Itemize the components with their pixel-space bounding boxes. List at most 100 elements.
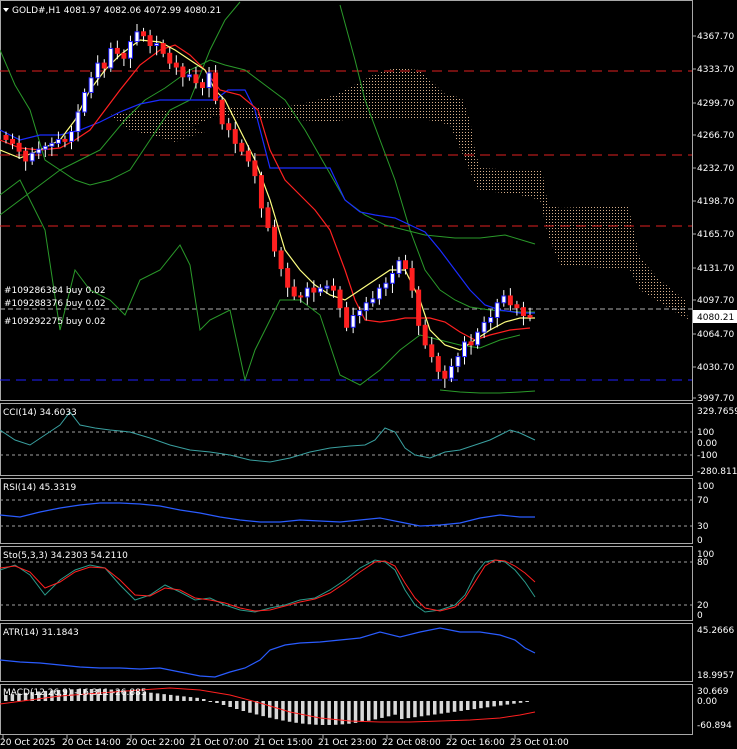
candle-body[interactable] xyxy=(291,286,297,297)
rsi-tick-30: 30 xyxy=(697,522,709,532)
candle-body[interactable] xyxy=(213,72,219,101)
candle-body[interactable] xyxy=(324,285,330,289)
candle-body[interactable] xyxy=(186,74,192,78)
candle-body[interactable] xyxy=(357,310,363,317)
candle-body[interactable] xyxy=(520,307,526,317)
macd-bar xyxy=(307,701,312,725)
candle-body[interactable] xyxy=(88,77,94,93)
candle-body[interactable] xyxy=(3,135,9,140)
candle-body[interactable] xyxy=(527,315,533,318)
candle-body[interactable] xyxy=(363,302,369,312)
candle-body[interactable] xyxy=(317,287,323,293)
candle-body[interactable] xyxy=(101,62,107,69)
candle-body[interactable] xyxy=(226,123,232,131)
candle-body[interactable] xyxy=(258,175,264,209)
macd-bar xyxy=(221,701,226,705)
candle-body[interactable] xyxy=(435,356,441,372)
candle-body[interactable] xyxy=(396,260,402,274)
candle-body[interactable] xyxy=(10,138,16,144)
macd-bar xyxy=(406,701,411,719)
candle-body[interactable] xyxy=(481,321,487,333)
candle-body[interactable] xyxy=(304,287,310,298)
candle-body[interactable] xyxy=(29,152,35,162)
candle-body[interactable] xyxy=(298,295,304,298)
cci-pane[interactable]: CCI(14) 34.6033 329.7659 100 0.00 -100 -… xyxy=(0,407,737,477)
macd-pane[interactable]: MACD(12,26,9) -16.311 -26.885 30.669 0.0… xyxy=(0,687,732,731)
candle-body[interactable] xyxy=(311,287,317,293)
candle-body[interactable] xyxy=(180,66,186,78)
candle-body[interactable] xyxy=(370,298,376,304)
candle-body[interactable] xyxy=(376,287,382,300)
candle-body[interactable] xyxy=(232,129,238,144)
macd-bar xyxy=(23,692,28,701)
candle-body[interactable] xyxy=(42,145,48,150)
candle-body[interactable] xyxy=(252,160,258,177)
candle-body[interactable] xyxy=(383,282,389,289)
symbol-menu-icon[interactable] xyxy=(3,8,9,12)
candle-body[interactable] xyxy=(403,260,409,270)
candle-body[interactable] xyxy=(429,344,435,358)
candle-body[interactable] xyxy=(488,316,494,323)
candle-body[interactable] xyxy=(507,295,513,306)
candle-body[interactable] xyxy=(350,315,356,328)
candle-body[interactable] xyxy=(206,72,212,89)
candle-body[interactable] xyxy=(69,131,74,142)
candle-body[interactable] xyxy=(239,142,245,152)
candle-body[interactable] xyxy=(514,304,520,309)
candle-body[interactable] xyxy=(337,289,343,309)
candle-body[interactable] xyxy=(82,91,88,113)
candle-body[interactable] xyxy=(389,272,395,284)
candle-body[interactable] xyxy=(127,41,133,59)
macd-bar xyxy=(452,701,457,712)
candle-body[interactable] xyxy=(462,341,467,358)
stoch-main-line xyxy=(0,559,536,613)
candle-body[interactable] xyxy=(285,268,291,288)
candle-body[interactable] xyxy=(272,226,278,252)
price-pane[interactable]: #109286384 buy 0.02 #109288376 buy 0.02 … xyxy=(0,1,692,394)
candle-body[interactable] xyxy=(75,111,81,133)
candle-body[interactable] xyxy=(95,62,101,79)
candle-body[interactable] xyxy=(200,82,205,89)
candle-body[interactable] xyxy=(173,62,179,68)
candle-body[interactable] xyxy=(494,302,500,318)
candle-body[interactable] xyxy=(62,138,68,142)
candle-body[interactable] xyxy=(442,370,448,379)
candle-body[interactable] xyxy=(265,207,271,228)
candle-body[interactable] xyxy=(278,250,284,270)
candle-body[interactable] xyxy=(501,295,507,304)
candle-body[interactable] xyxy=(193,74,199,84)
candle-body[interactable] xyxy=(455,356,461,367)
candle-body[interactable] xyxy=(409,268,415,291)
candle-body[interactable] xyxy=(344,307,350,328)
candle-body[interactable] xyxy=(475,331,481,346)
candle-body[interactable] xyxy=(154,43,160,46)
candle-body[interactable] xyxy=(55,138,61,144)
candle-body[interactable] xyxy=(331,285,336,291)
candle-body[interactable] xyxy=(245,150,251,162)
macd-bar xyxy=(103,689,107,701)
candle-body[interactable] xyxy=(23,150,29,162)
candle-body[interactable] xyxy=(160,43,166,54)
candle-body[interactable] xyxy=(448,365,454,379)
candle-body[interactable] xyxy=(167,52,173,64)
candle-body[interactable] xyxy=(134,31,140,43)
candle-body[interactable] xyxy=(36,148,42,154)
atr-pane[interactable]: ATR(14) 31.1843 45.2666 18.9957 xyxy=(0,626,734,681)
candle-body[interactable] xyxy=(16,142,22,152)
candles[interactable] xyxy=(3,23,533,388)
candle-body[interactable] xyxy=(121,52,127,59)
cci-tick-100: 100 xyxy=(697,428,714,438)
stochastic-pane[interactable]: Sto(5,3,3) 34.2303 54.2110 100 80 20 0 xyxy=(0,550,714,621)
candle-body[interactable] xyxy=(147,35,153,46)
rsi-pane[interactable]: RSI(14) 45.3319 100 70 30 0 xyxy=(0,482,714,546)
candle-body[interactable] xyxy=(416,289,422,326)
candle-body[interactable] xyxy=(422,324,428,346)
candle-body[interactable] xyxy=(468,341,474,346)
candle-body[interactable] xyxy=(49,142,55,147)
candle-body[interactable] xyxy=(114,47,120,54)
candle-body[interactable] xyxy=(141,31,147,37)
order-label-3: #109292275 buy 0.02 xyxy=(4,317,106,327)
candle-body[interactable] xyxy=(108,47,114,69)
candle-body[interactable] xyxy=(219,99,225,125)
